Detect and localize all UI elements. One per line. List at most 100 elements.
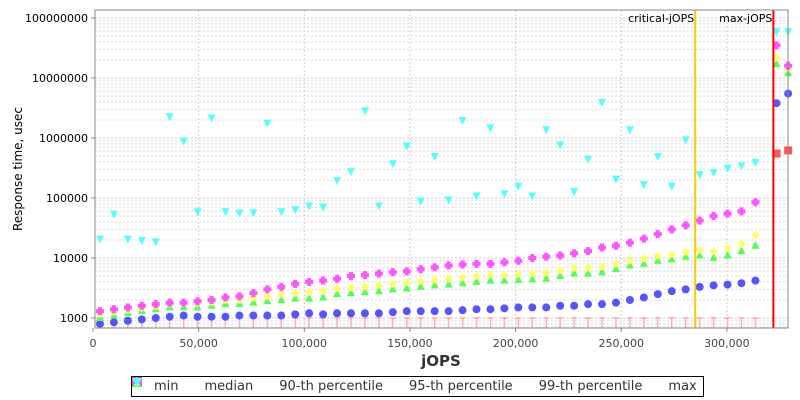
legend-label: 90-th percentile <box>279 379 383 394</box>
data-point-99-th-percentile-v <box>446 261 451 270</box>
data-point-99-th-percentile-v <box>181 298 186 307</box>
data-point-99-th-percentile <box>570 249 579 258</box>
data-point-max <box>737 162 746 171</box>
data-point-99-th-percentile <box>319 276 328 285</box>
legend-item: 99-th percentile <box>132 379 642 394</box>
data-point-99-th-percentile-v <box>376 269 381 278</box>
data-point-99-th-percentile-v <box>432 263 437 272</box>
data-point-median <box>500 304 509 313</box>
data-point-99-th-percentile-v <box>404 267 409 276</box>
data-point-90-th-percentile <box>611 264 620 273</box>
data-point-90-th-percentile <box>500 275 509 284</box>
data-point-90-th-percentile <box>709 253 718 261</box>
x-tick-label: 100,000 <box>282 337 328 350</box>
data-point-90-th-percentile <box>416 281 425 290</box>
data-point-99-th-percentile <box>528 254 537 262</box>
data-point-99-th-percentile-v <box>97 307 102 316</box>
y-tick-label: 1000 <box>60 312 88 325</box>
data-point-90-th-percentile <box>570 268 579 277</box>
data-point-99-th-percentile <box>430 263 439 272</box>
data-point-median <box>235 311 244 320</box>
data-point-99-th-percentile-v <box>613 241 618 250</box>
data-point-99-th-percentile <box>109 305 118 314</box>
data-point-99-th-percentile-v <box>725 209 730 218</box>
data-point-median <box>695 282 704 291</box>
data-point-95-th-percentile <box>584 263 593 272</box>
data-point-90-th-percentile <box>319 292 328 301</box>
data-point-median <box>681 285 690 294</box>
data-point-99-th-percentile <box>667 225 676 234</box>
legend-marker-icon <box>132 380 533 392</box>
data-point-99-th-percentile <box>772 41 781 50</box>
data-point-max <box>695 171 704 180</box>
data-point-99-th-percentile-v <box>711 212 716 221</box>
data-point-max <box>165 113 174 122</box>
data-point-max <box>95 235 104 244</box>
data-point-max <box>681 136 690 145</box>
data-point-max <box>556 141 565 150</box>
data-point-99-th-percentile <box>472 259 481 268</box>
data-point-99-th-percentile <box>751 198 760 207</box>
data-point-95-th-percentile <box>346 283 355 292</box>
data-point-99-th-percentile <box>333 274 342 283</box>
data-point-max <box>500 190 509 199</box>
legend-item: 95-th percentile <box>132 377 513 394</box>
data-point-median <box>277 311 286 320</box>
y-tick-label: 10000000 <box>32 72 88 85</box>
data-point-99-th-percentile <box>207 295 216 304</box>
data-point-99-th-percentile <box>402 267 411 276</box>
data-point-95-th-percentile <box>542 268 551 277</box>
data-point-99-th-percentile <box>374 269 383 278</box>
data-point-99-th-percentile <box>681 221 690 230</box>
data-point-99-th-percentile-v <box>683 221 688 230</box>
data-point-90-th-percentile <box>402 283 411 292</box>
data-point-90-th-percentile <box>486 275 495 284</box>
data-point-max <box>709 169 718 178</box>
data-point-max <box>625 126 634 135</box>
data-point-99-th-percentile <box>346 272 355 281</box>
data-point-90-th-percentile <box>639 258 648 267</box>
x-tick-label: 50,000 <box>179 337 218 350</box>
data-point-99-th-percentile-v <box>502 258 507 267</box>
data-point-max <box>444 196 453 205</box>
data-point-90-th-percentile <box>444 279 453 288</box>
data-point-max <box>472 192 481 201</box>
data-point-median <box>333 309 342 318</box>
data-point-99-th-percentile <box>416 265 425 274</box>
grid <box>95 10 788 328</box>
data-point-99-th-percentile-v <box>544 252 549 261</box>
series-90-th-percentile <box>95 59 793 321</box>
data-marks <box>95 28 793 328</box>
data-point-max <box>333 176 342 185</box>
data-point-median <box>193 312 202 321</box>
data-point-99-th-percentile-v <box>600 243 605 252</box>
legend-item: 90-th percentile <box>132 377 383 394</box>
data-point-99-th-percentile-v <box>307 277 312 286</box>
data-point-median <box>151 314 160 322</box>
data-point-median <box>123 316 132 325</box>
data-point-99-th-percentile-v <box>488 259 493 268</box>
data-point-median <box>625 295 634 304</box>
data-point-99-th-percentile-v <box>321 276 326 285</box>
data-point-95-th-percentile <box>695 246 704 255</box>
data-point-95-th-percentile <box>514 270 523 279</box>
data-point-99-th-percentile-v <box>418 265 423 274</box>
series-max <box>95 28 793 247</box>
data-point-max <box>528 192 537 201</box>
x-axis-label: jOPS <box>420 352 461 370</box>
legend: min median 90-th percentile 95-th percentil… <box>131 376 704 397</box>
data-point-max <box>639 181 648 190</box>
data-point-99-th-percentile <box>709 212 718 221</box>
data-point-99-th-percentile <box>263 285 272 294</box>
legend-marker-icon <box>132 377 403 392</box>
data-point-max <box>772 28 781 37</box>
data-point-95-th-percentile <box>556 266 565 275</box>
data-point-median <box>388 308 397 317</box>
data-point-99-th-percentile <box>611 241 620 250</box>
data-point-99-th-percentile <box>556 251 565 260</box>
data-point-median <box>402 307 411 316</box>
y-axis-label: Response time, usec <box>11 107 25 231</box>
data-point-90-th-percentile <box>772 59 781 68</box>
data-point-95-th-percentile <box>570 264 579 273</box>
x-tick-label: 0 <box>90 337 97 350</box>
